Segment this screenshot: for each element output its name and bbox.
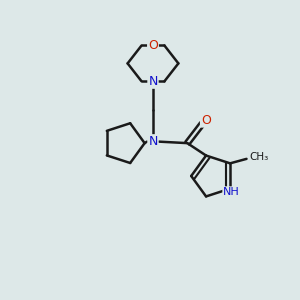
Text: O: O xyxy=(201,114,211,127)
Text: CH₃: CH₃ xyxy=(249,152,268,162)
Text: NH: NH xyxy=(223,187,240,197)
Text: N: N xyxy=(148,135,158,148)
Text: N: N xyxy=(148,75,158,88)
Text: O: O xyxy=(148,39,158,52)
